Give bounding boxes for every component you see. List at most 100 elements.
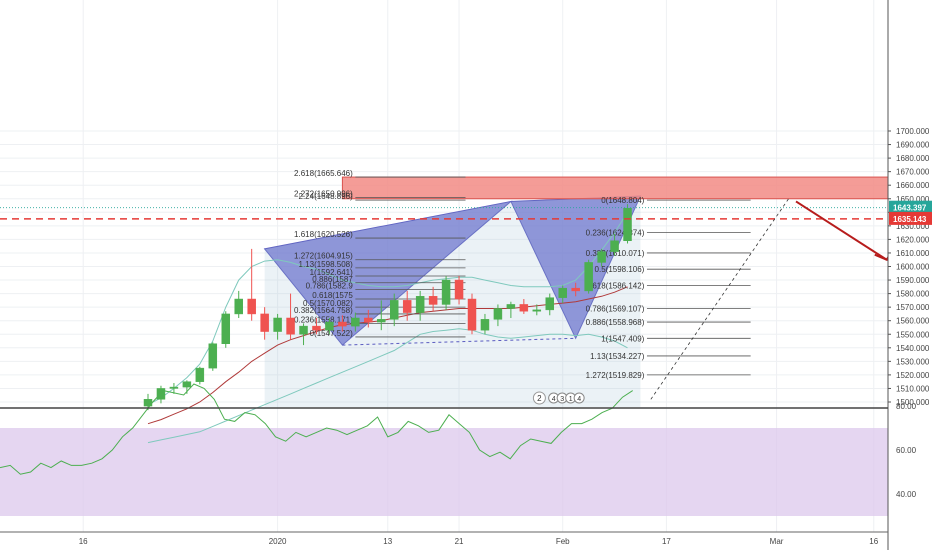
price-tick-label: 1540.000: [896, 344, 930, 353]
left-fib-label: 0(1547.522): [310, 329, 353, 338]
harmonic-pattern: [263, 195, 642, 407]
fibonacci-levels: 2.618(1665.646) 2.272(1650.996)2.24(1648.…: [294, 169, 751, 380]
price-axis-background: [888, 0, 932, 550]
right-fib-label: 1.13(1534.227): [590, 352, 645, 361]
price-tick-label: 1500.000: [896, 398, 930, 407]
price-tick-label: 1560.000: [896, 317, 930, 326]
right-fib-label: 0.236(1624.874): [586, 229, 645, 238]
candle-body: [260, 313, 269, 332]
rsi-band-fill: [0, 428, 888, 516]
candle-body: [221, 313, 231, 344]
price-tick-label: 1660.000: [896, 181, 930, 190]
price-tick-label: 1550.000: [896, 330, 930, 339]
candle-body: [325, 321, 334, 331]
event-badge-label: 2: [537, 394, 542, 403]
candle-body: [532, 309, 542, 312]
candle-body: [273, 317, 282, 332]
candle-body: [506, 304, 516, 309]
candle-body: [299, 325, 308, 335]
left-fib-label: 1(1592.641): [310, 268, 353, 277]
price-tick-label: 1680.000: [896, 154, 930, 163]
candle-body: [545, 297, 555, 311]
candle-body: [519, 304, 529, 312]
candle-body: [415, 296, 425, 313]
left-fib-label: 1.618(1620.526): [294, 230, 353, 239]
price-tick-label: 1520.000: [896, 371, 930, 380]
event-badge-label: 4: [552, 396, 556, 403]
time-tick-label: 21: [455, 537, 464, 546]
price-lines: [0, 207, 888, 220]
price-tick-label: 1600.000: [896, 263, 930, 272]
price-tick-label: 1530.000: [896, 357, 930, 366]
candle-body: [377, 319, 386, 323]
candle-body: [389, 300, 399, 320]
right-fib-label: 0.886(1558.968): [586, 318, 645, 327]
time-tick-label: Feb: [556, 537, 570, 546]
price-tick-label: 1510.000: [896, 384, 930, 393]
candle-body: [208, 343, 218, 369]
event-badge-label: 1: [569, 396, 573, 403]
rsi-tick-label: 60.00: [896, 446, 917, 455]
price-tick-label: 1620.000: [896, 235, 930, 244]
event-badge: [573, 392, 585, 404]
right-fib-label: 0.618(1586.142): [586, 281, 645, 290]
event-badge-label: 4: [577, 396, 581, 403]
right-fib-label: 0.5(1598.106): [595, 265, 645, 274]
candle-body: [182, 381, 192, 388]
left-fib-label: 1.13(1598.508): [299, 260, 354, 269]
rsi-tick-label: 40.00: [896, 490, 917, 499]
alert-price-tag: [889, 211, 932, 225]
price-tick-label: 1580.000: [896, 290, 930, 299]
candle-body: [169, 386, 179, 389]
candle-body: [247, 298, 256, 315]
candle-body: [156, 388, 166, 400]
time-tick-label: 2020: [269, 537, 287, 546]
candle-body: [351, 317, 360, 327]
rsi-band: [0, 428, 888, 516]
candle-body: [467, 298, 477, 331]
candle-body: [597, 251, 606, 263]
left-fib-label: 2.24(1648.896): [299, 192, 354, 201]
pattern-bd-line: [342, 337, 576, 346]
pattern-shade: [264, 196, 641, 407]
candle-body: [402, 300, 412, 313]
pattern-triangle-xab: [263, 200, 513, 346]
rsi-indicator: [0, 383, 633, 475]
event-badge-label: 3: [560, 396, 564, 403]
time-tick-label: 16: [869, 537, 878, 546]
time-tick-label: 17: [662, 537, 671, 546]
right-fib-label: 1.272(1519.829): [586, 371, 645, 380]
left-fib-label: 2.272(1650.996): [294, 189, 353, 198]
projection-arrow-shaft: [795, 200, 888, 261]
time-tick-label: 16: [79, 537, 88, 546]
time-tick-label: 13: [383, 537, 392, 546]
left-fib-label: 0.618(1575: [312, 291, 353, 300]
price-tick-label: 1570.000: [896, 303, 930, 312]
candle-body: [558, 287, 567, 298]
price-tick-label: 1690.000: [896, 141, 930, 150]
candle-body: [623, 207, 632, 242]
candle-body: [428, 296, 438, 305]
left-fib-label: 0.382(1564.758): [294, 306, 353, 315]
price-tick-label: 1670.000: [896, 168, 930, 177]
right-fib-label: 0.786(1569.107): [586, 305, 645, 314]
candle-body: [312, 325, 321, 331]
left-fib-label: 0.786(1582.9: [306, 282, 354, 291]
right-fib-label: 0.382(1610.071): [586, 249, 645, 258]
rsi-line: [0, 383, 633, 475]
right-fib-label: 1(1547.409): [601, 334, 644, 343]
left-fib-label: 2.618(1665.646): [294, 169, 353, 178]
price-tick-label: 1650.000: [896, 195, 930, 204]
price-tick-label: 1610.000: [896, 249, 930, 258]
last-price-tag: [889, 200, 932, 214]
price-tick-label: 1630.000: [896, 222, 930, 231]
candle-body: [286, 317, 295, 335]
time-tick-label: Mar: [770, 537, 784, 546]
right-fib-label: 0(1648.804): [601, 196, 644, 205]
left-fib-label: 0.886(1587: [312, 275, 353, 284]
candle-body: [480, 319, 490, 331]
